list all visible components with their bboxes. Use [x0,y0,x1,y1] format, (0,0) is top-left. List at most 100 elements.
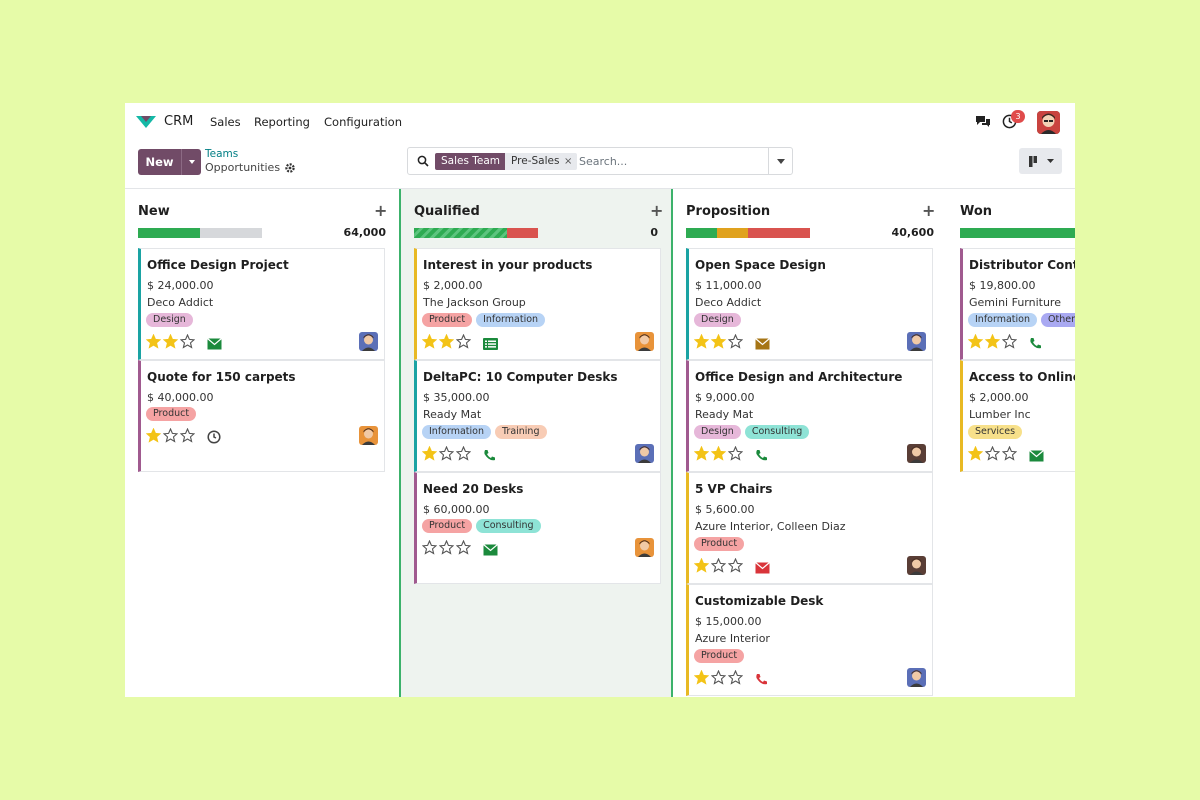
star-filled-icon[interactable] [694,670,709,685]
assignee-avatar-wrapper[interactable] [907,444,926,463]
assignee-avatar[interactable] [635,538,654,557]
opportunity-card[interactable]: Quote for 150 carpets $ 40,000.00 Product [138,360,385,472]
assignee-avatar-wrapper[interactable] [359,332,378,351]
assignee-avatar-wrapper[interactable] [907,668,926,687]
app-name[interactable]: CRM [164,114,194,129]
priority-stars[interactable] [694,446,743,461]
star-empty-icon[interactable] [180,334,195,349]
star-empty-icon[interactable] [728,334,743,349]
progress-segment[interactable] [138,228,200,238]
star-filled-icon[interactable] [711,446,726,461]
assignee-avatar-wrapper[interactable] [359,426,378,445]
activity-button[interactable] [207,335,222,350]
new-button[interactable]: New [138,149,181,175]
star-empty-icon[interactable] [1002,334,1017,349]
envelope-icon[interactable] [755,338,770,350]
activity-button[interactable] [207,429,221,444]
new-dropdown-toggle[interactable] [181,149,201,175]
opportunity-card[interactable]: Office Design Project $ 24,000.00 Deco Add… [138,248,385,360]
menu-configuration[interactable]: Configuration [324,115,402,129]
user-avatar[interactable] [1037,111,1060,134]
opportunity-card[interactable]: DeltaPC: 10 Computer Desks $ 35,000.00 Rea… [414,360,661,472]
breadcrumb-teams[interactable]: Teams [205,148,239,160]
activity-button[interactable] [755,671,769,685]
priority-stars[interactable] [146,428,195,443]
star-filled-icon[interactable] [968,334,983,349]
priority-stars[interactable] [968,334,1017,349]
progress-segment[interactable] [686,228,717,238]
opportunity-card[interactable]: Office Design and Architecture $ 9,000.00… [686,360,933,472]
facet-remove-icon[interactable]: × [564,156,573,167]
envelope-icon[interactable] [755,562,770,574]
search-options-toggle[interactable] [768,148,792,174]
activity-button[interactable] [483,541,498,556]
envelope-icon[interactable] [483,544,498,556]
star-filled-icon[interactable] [422,446,437,461]
assignee-avatar[interactable] [907,668,926,687]
menu-sales[interactable]: Sales [210,115,241,129]
star-empty-icon[interactable] [728,446,743,461]
add-card-plus-icon[interactable]: + [650,201,664,220]
progress-segment[interactable] [414,228,507,238]
priority-stars[interactable] [422,540,471,555]
add-card-plus-icon[interactable]: + [922,201,936,220]
star-empty-icon[interactable] [456,446,471,461]
activity-button[interactable] [1029,335,1043,349]
star-filled-icon[interactable] [146,334,161,349]
progress-segment[interactable] [507,228,538,238]
assignee-avatar[interactable] [635,444,654,463]
opportunity-card[interactable]: Need 20 Desks $ 60,000.00 Product Consultin… [414,472,661,584]
search-input[interactable] [579,153,759,170]
star-filled-icon[interactable] [146,428,161,443]
priority-stars[interactable] [694,334,743,349]
crm-logo-icon[interactable] [135,114,157,130]
star-filled-icon[interactable] [968,446,983,461]
activity-button[interactable] [1029,447,1044,462]
priority-stars[interactable] [694,558,743,573]
star-filled-icon[interactable] [694,558,709,573]
priority-stars[interactable] [422,446,471,461]
column-progress-bar[interactable] [138,228,262,238]
star-empty-icon[interactable] [728,558,743,573]
column-progress-bar[interactable] [414,228,538,238]
star-empty-icon[interactable] [728,670,743,685]
view-switcher[interactable] [1019,148,1062,174]
star-empty-icon[interactable] [163,428,178,443]
opportunity-card[interactable]: Customizable Desk $ 15,000.00 Azure Interi… [686,584,933,696]
star-empty-icon[interactable] [456,334,471,349]
activity-button[interactable] [755,559,770,574]
priority-stars[interactable] [146,334,195,349]
opportunity-card[interactable]: Distributor Contract $ 19,800.00 Gemini Fu… [960,248,1075,360]
progress-segment[interactable] [717,228,748,238]
chat-icon[interactable] [975,115,991,129]
phone-icon[interactable] [755,673,768,686]
assignee-avatar[interactable] [359,332,378,351]
activity-button[interactable] [483,335,498,350]
star-empty-icon[interactable] [422,540,437,555]
opportunity-card[interactable]: Open Space Design $ 11,000.00 Deco Addict D… [686,248,933,360]
assignee-avatar-wrapper[interactable] [907,556,926,575]
star-filled-icon[interactable] [422,334,437,349]
star-empty-icon[interactable] [456,540,471,555]
assignee-avatar[interactable] [359,426,378,445]
assignee-avatar-wrapper[interactable] [635,538,654,557]
priority-stars[interactable] [694,670,743,685]
opportunity-card[interactable]: 5 VP Chairs $ 5,600.00 Azure Interior, Col… [686,472,933,584]
clock-icon[interactable] [207,430,221,444]
column-progress-bar[interactable] [960,228,1075,238]
star-filled-icon[interactable] [985,334,1000,349]
assignee-avatar-wrapper[interactable] [907,332,926,351]
progress-segment[interactable] [960,228,1075,238]
star-empty-icon[interactable] [985,446,1000,461]
star-empty-icon[interactable] [180,428,195,443]
list-icon[interactable] [483,338,498,350]
gear-icon[interactable] [284,162,296,174]
menu-reporting[interactable]: Reporting [254,115,310,129]
envelope-icon[interactable] [1029,450,1044,462]
column-progress-bar[interactable] [686,228,810,238]
star-empty-icon[interactable] [439,446,454,461]
phone-icon[interactable] [755,449,768,462]
star-filled-icon[interactable] [694,334,709,349]
activity-button[interactable] [755,447,769,461]
assignee-avatar[interactable] [635,332,654,351]
